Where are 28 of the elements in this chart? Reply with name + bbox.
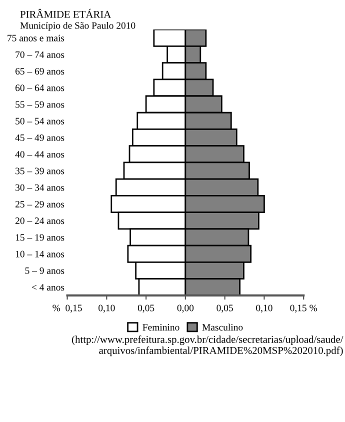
legend-label: Feminino xyxy=(142,324,180,331)
y-tick-label: 20 – 24 anos xyxy=(16,218,64,224)
y-tick-label: 30 – 34 anos xyxy=(16,184,64,191)
y-tick-label: 10 – 14 anos xyxy=(16,250,64,258)
y-tick-label: 45 – 49 anos xyxy=(15,134,64,142)
y-tick-label: 75 anos e mais xyxy=(8,34,64,42)
y-tick-label: 35 – 39 anos xyxy=(16,168,64,174)
x-tick-label: 0,10 xyxy=(256,304,272,313)
x-tick-label: % 0,15 xyxy=(52,304,82,313)
x-tick-label: 0,15 % xyxy=(290,304,318,313)
chart-subtitle: Município de São Paulo 2010 xyxy=(20,22,136,31)
y-tick-label: 60 – 64 anos xyxy=(15,84,64,92)
y-tick-label: 70 – 74 anos xyxy=(16,51,64,58)
y-tick-label: < 4 anos xyxy=(32,284,64,291)
x-tick-label: 0,05 xyxy=(138,304,154,313)
y-tick-label: 5 – 9 anos xyxy=(25,267,64,274)
y-tick-label: 25 – 29 anos xyxy=(16,200,64,208)
y-tick-label: 40 – 44 anos xyxy=(15,151,64,158)
legend-label: Masculino xyxy=(202,324,243,331)
x-tick-label: 0,10 xyxy=(98,304,115,313)
y-tick-label: 15 – 19 anos xyxy=(16,234,64,241)
x-tick-label: 0,00 xyxy=(177,304,194,313)
x-tick-label: 0,05 xyxy=(216,304,233,313)
chart-title: PIRÂMIDE ETÁRIA xyxy=(20,8,112,18)
y-tick-label: 65 – 69 anos xyxy=(15,68,64,75)
text: (http://www.prefeitura.sp.gov.br/cidade/secretarias/upload/saude/ arquivos/infambiental/PIRAMIDE%20MSP%202010.pdf) xyxy=(72,335,344,356)
y-tick-label: 55 – 59 anos xyxy=(16,101,64,108)
y-tick-label: 50 – 54 anos xyxy=(16,118,64,124)
